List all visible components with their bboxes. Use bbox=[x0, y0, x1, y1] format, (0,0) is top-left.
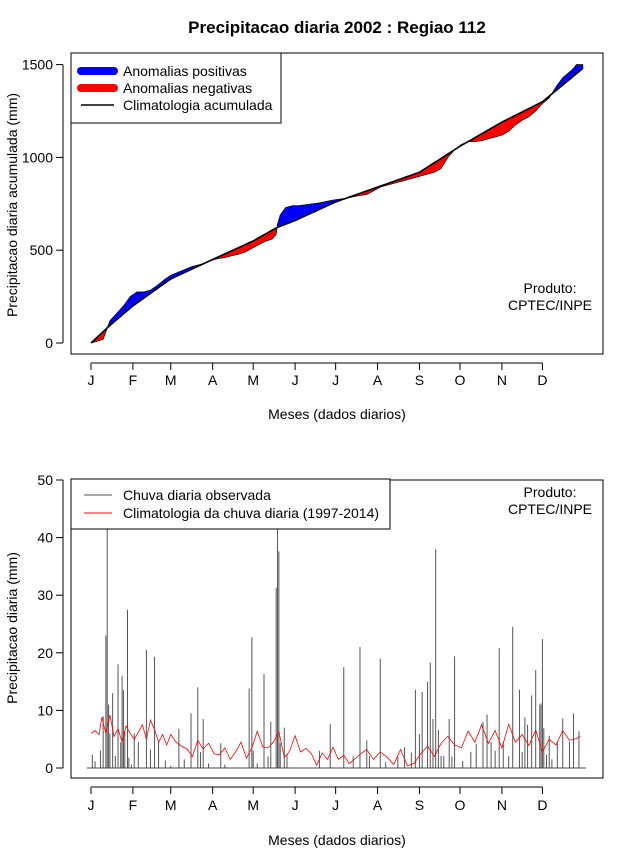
climatology-cumulative-line bbox=[90, 67, 584, 344]
legend-label-negative: Anomalias negativas bbox=[123, 80, 252, 96]
x-tick-label-top-8: S bbox=[415, 372, 424, 388]
daily-climatology-line bbox=[90, 714, 581, 767]
x-tick-label-bottom-1: F bbox=[129, 797, 138, 813]
x-tick-label-top-9: O bbox=[455, 372, 466, 388]
cumulative-axes: J F M A M J J A S O N D 0 500 1000 1500 bbox=[22, 57, 548, 388]
product-label-top: Produto: bbox=[524, 280, 577, 296]
x-tick-label-bottom-3: A bbox=[208, 797, 218, 813]
x-axis-label-top: Meses (dados diarios) bbox=[268, 406, 406, 422]
observed-cumulative-line bbox=[90, 64, 583, 344]
plot-frame-top bbox=[70, 52, 604, 355]
daily-panel: J F M A M J J A S O N D 0 10 20 30 40 50 Meses (dados dia… bbox=[4, 472, 604, 848]
legend-label-observed: Chuva diaria observada bbox=[123, 487, 271, 503]
x-tick-label-top-1: F bbox=[129, 372, 138, 388]
y-tick-label-bottom-5: 50 bbox=[37, 472, 53, 488]
x-tick-label-bottom-7: A bbox=[373, 797, 383, 813]
x-tick-label-top-10: N bbox=[497, 372, 507, 388]
y-tick-label-bottom-2: 20 bbox=[37, 645, 53, 661]
legend-box-bottom bbox=[70, 478, 391, 530]
product-label-bottom: Produto: bbox=[524, 484, 577, 500]
x-tick-label-top-6: J bbox=[332, 372, 339, 388]
y-tick-label-top-1: 500 bbox=[30, 242, 54, 258]
cumulative-panel: J F M A M J J A S O N D 0 500 1000 1500 Meses (dados di… bbox=[4, 52, 604, 422]
x-tick-label-bottom-2: M bbox=[165, 797, 177, 813]
legend-label-daily-climatology: Climatologia da chuva diaria (1997-2014) bbox=[123, 505, 379, 521]
y-axis-label-bottom: Precipitacao diaria (mm) bbox=[4, 552, 20, 704]
x-tick-label-bottom-11: D bbox=[537, 797, 547, 813]
y-tick-label-top-2: 1000 bbox=[22, 149, 53, 165]
x-tick-label-bottom-9: O bbox=[455, 797, 466, 813]
y-tick-label-bottom-4: 40 bbox=[37, 530, 53, 546]
positive-anomaly-area-1 bbox=[108, 262, 207, 328]
legend-label-climatology: Climatologia acumulada bbox=[123, 97, 273, 113]
x-tick-label-bottom-6: J bbox=[332, 797, 339, 813]
x-tick-label-top-4: M bbox=[247, 372, 259, 388]
legend-top: Anomalias positivas Anomalias negativas … bbox=[70, 52, 282, 124]
x-tick-label-bottom-0: J bbox=[88, 797, 95, 813]
x-tick-label-top-7: A bbox=[373, 372, 383, 388]
x-tick-label-bottom-5: J bbox=[292, 797, 299, 813]
y-tick-label-top-0: 0 bbox=[45, 335, 53, 351]
y-tick-label-bottom-1: 10 bbox=[37, 702, 53, 718]
x-tick-label-top-0: J bbox=[88, 372, 95, 388]
y-tick-label-bottom-0: 0 bbox=[45, 760, 53, 776]
product-source-bottom: CPTEC/INPE bbox=[508, 501, 592, 517]
y-tick-label-bottom-3: 30 bbox=[37, 587, 53, 603]
x-tick-label-bottom-4: M bbox=[247, 797, 259, 813]
legend-label-positive: Anomalias positivas bbox=[123, 63, 247, 79]
x-tick-label-top-2: M bbox=[165, 372, 177, 388]
x-tick-label-top-3: A bbox=[208, 372, 218, 388]
negative-anomaly-area-4 bbox=[346, 141, 469, 199]
legend-bottom: Chuva diaria observada Climatologia da c… bbox=[70, 478, 391, 530]
x-tick-label-bottom-10: N bbox=[497, 797, 507, 813]
y-axis-label-top: Precipitacao diaria acumulada (mm) bbox=[4, 93, 20, 317]
daily-axes: J F M A M J J A S O N D 0 10 20 30 40 50 bbox=[37, 472, 547, 813]
x-tick-label-top-11: D bbox=[537, 372, 547, 388]
product-source-top: CPTEC/INPE bbox=[508, 297, 592, 313]
x-tick-label-top-5: J bbox=[292, 372, 299, 388]
x-tick-label-bottom-8: S bbox=[415, 797, 424, 813]
chart-title: Precipitacao diaria 2002 : Regiao 112 bbox=[188, 18, 486, 37]
x-axis-label-bottom: Meses (dados diarios) bbox=[268, 832, 406, 848]
y-tick-label-top-3: 1500 bbox=[22, 57, 53, 73]
observed-daily-bars bbox=[91, 514, 580, 768]
